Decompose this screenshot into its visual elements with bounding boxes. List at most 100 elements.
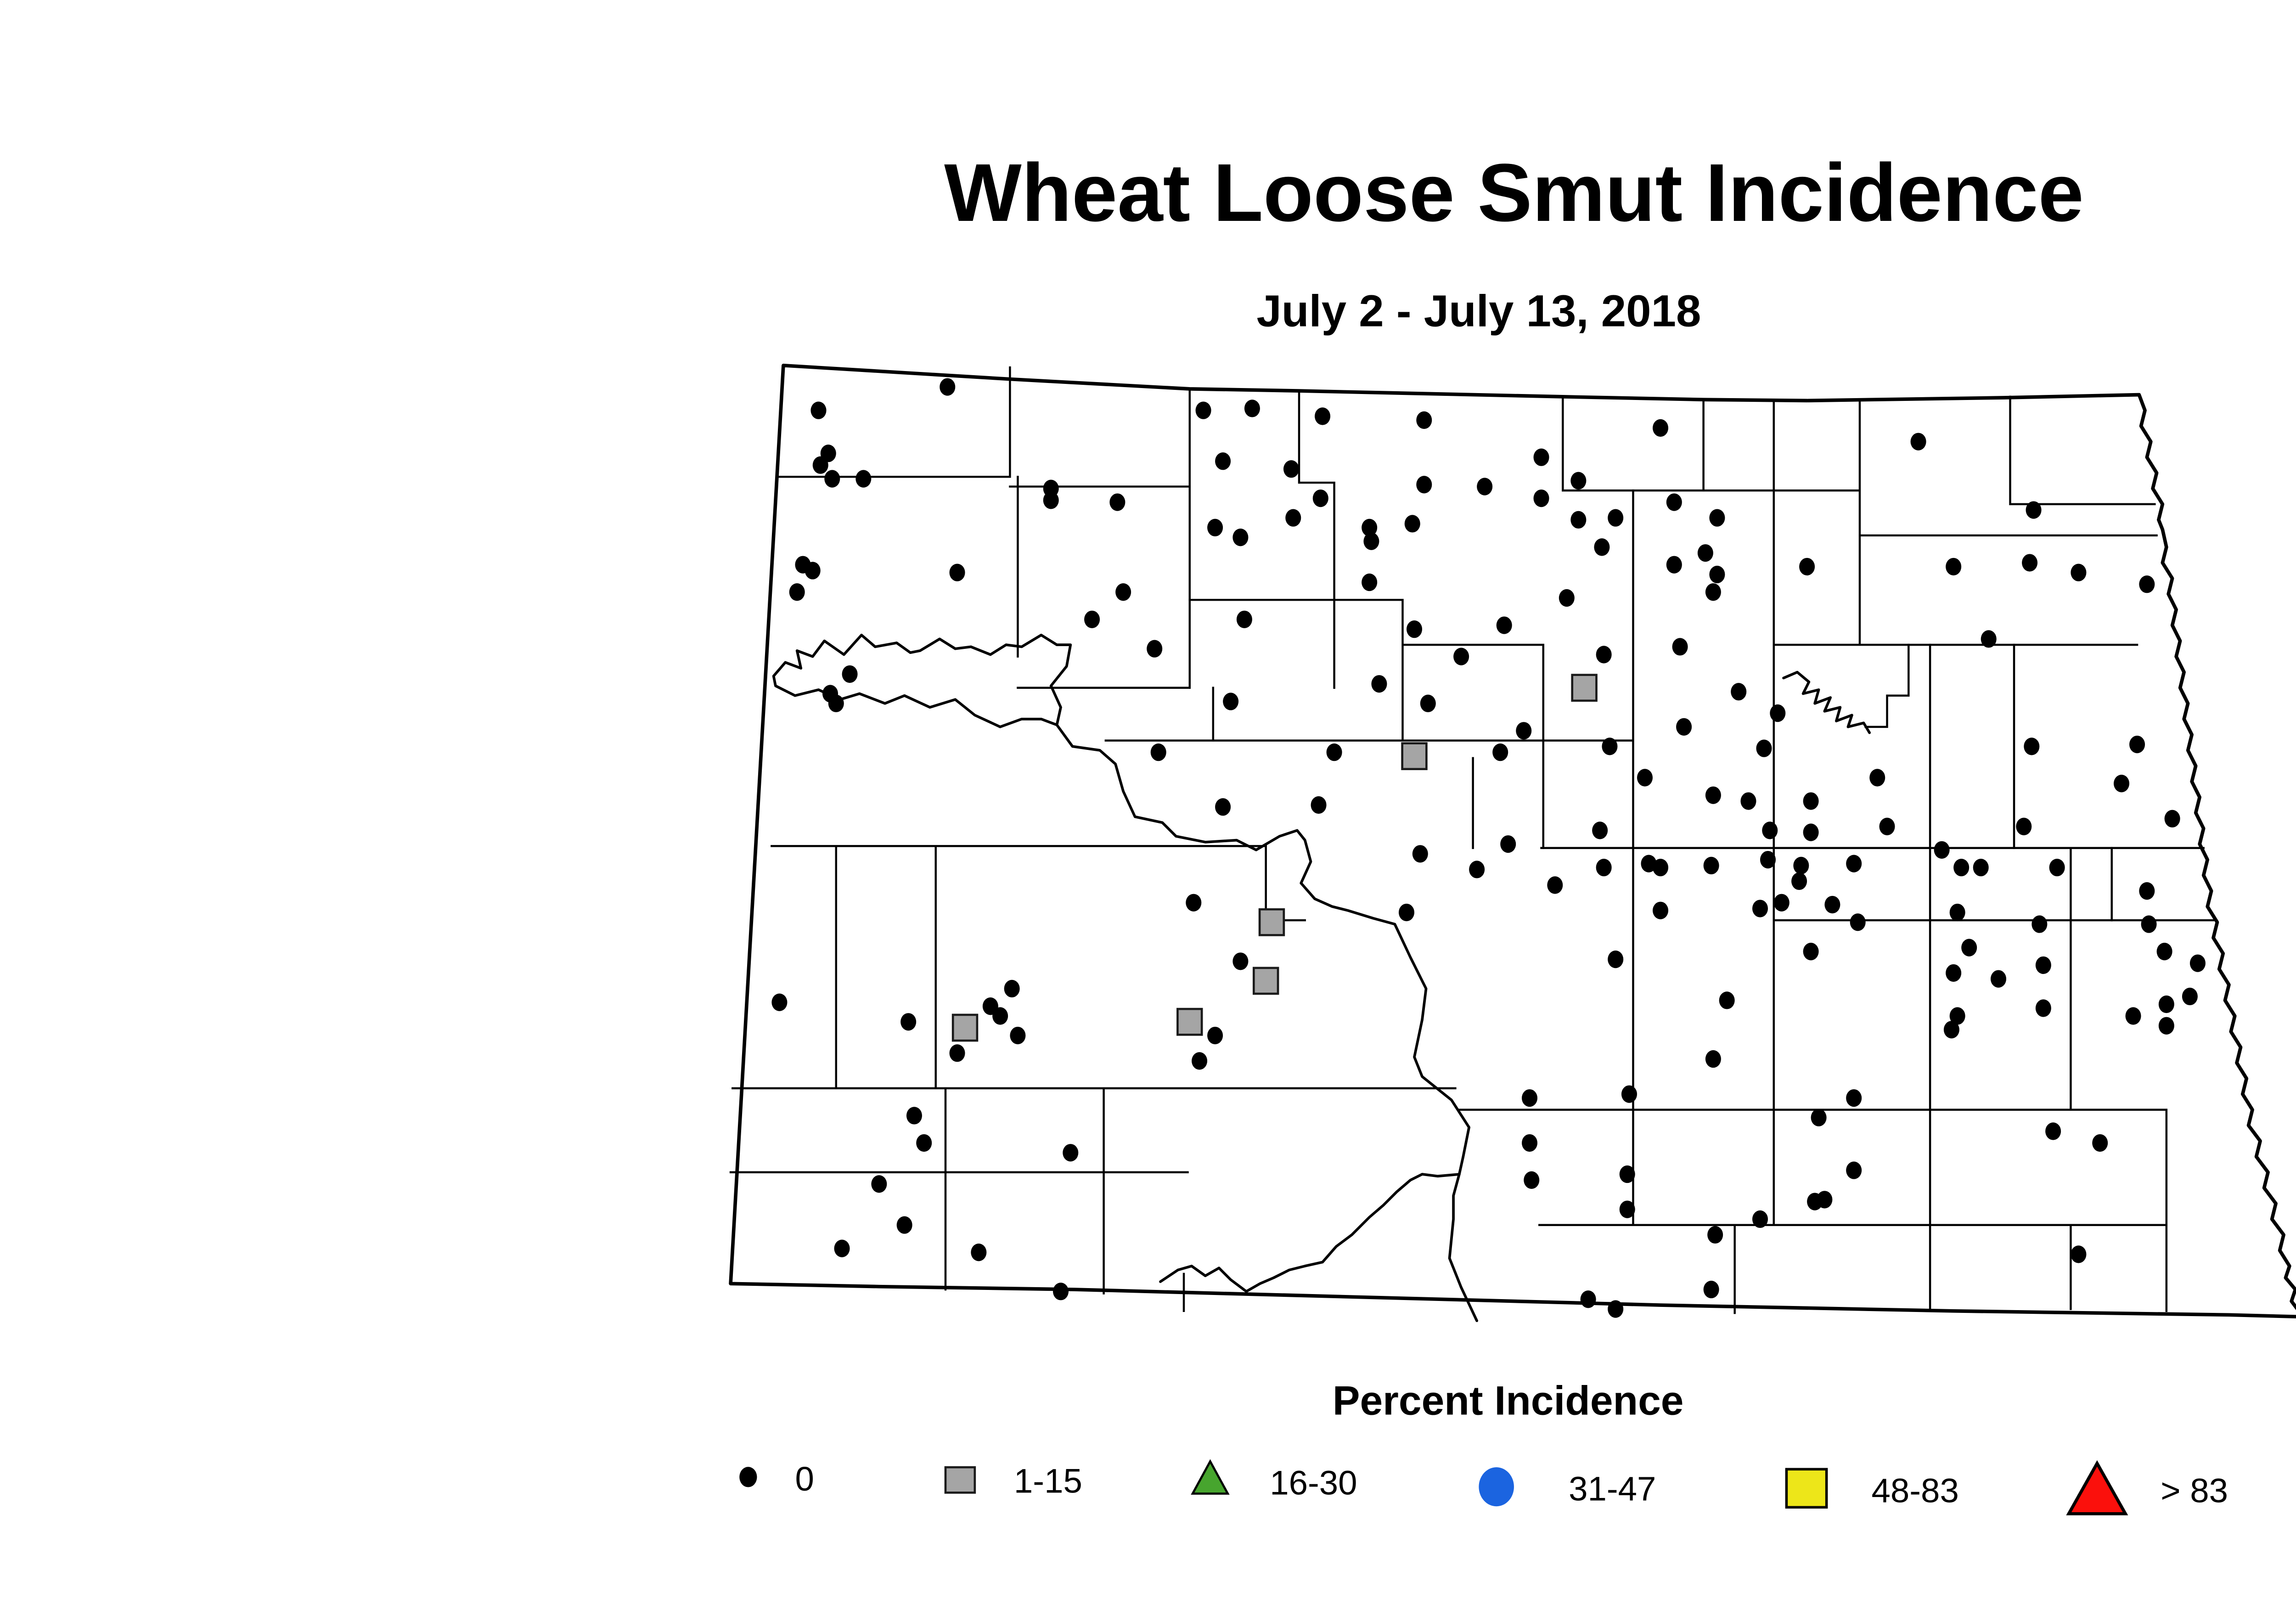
incidence-point [1707,1226,1723,1244]
incidence-point [1799,557,1815,576]
incidence-point [2129,735,2145,754]
incidence-point [2141,915,2157,933]
incidence-point [1594,538,1610,556]
incidence-point [2035,956,2051,974]
north-dakota-map [729,363,2296,1322]
incidence-point [2071,1245,2087,1263]
legend-item-5: > 83 [2066,1460,2228,1515]
incidence-point [1533,448,1549,466]
incidence-point [1719,991,1735,1009]
incidence-point [1641,855,1657,873]
incidence-point [1803,823,1819,841]
incidence-point [1362,518,1378,537]
incidence-point [1084,610,1100,628]
incidence-point [1676,718,1692,736]
incidence-point [1879,817,1895,835]
incidence-point [828,694,844,712]
incidence-point [949,1044,965,1062]
incidence-point [1703,856,1719,875]
incidence-point [951,1013,979,1042]
incidence-point [1469,861,1485,878]
incidence-point [1115,583,1131,601]
incidence-point [1602,737,1618,755]
incidence-point [1570,472,1587,490]
incidence-point [1791,872,1807,890]
incidence-point [1824,895,1840,914]
incidence-point [1596,858,1612,877]
incidence-point [1195,401,1211,419]
incidence-point [1215,452,1231,470]
county-lines [729,366,2215,1314]
incidence-point [1244,400,1260,417]
incidence-point [1592,822,1608,839]
incidence-point [2189,954,2206,972]
incidence-point [1547,876,1563,894]
incidence-point [1850,913,1866,931]
incidence-point [1762,822,1778,839]
incidence-point [1910,433,1926,450]
incidence-point [1215,798,1231,816]
incidence-point [1416,411,1432,429]
legend-item-label: 16-30 [1270,1464,1357,1502]
incidence-point [1453,647,1469,665]
incidence-point [1934,841,1950,859]
incidence-point [900,1013,917,1031]
square-icon [1785,1468,1828,1509]
incidence-point [1492,743,1508,761]
incidence-point [2049,858,2065,877]
incidence-point [1236,610,1252,628]
devils-lake [1782,670,1871,734]
incidence-point [1672,638,1688,656]
cannonball-river [1159,1173,1461,1293]
incidence-point [1533,489,1549,507]
incidence-point [1653,901,1669,919]
incidence-point [2071,563,2087,581]
incidence-point [1752,900,1768,918]
incidence-point [1943,1021,1959,1039]
incidence-point [1773,894,1790,912]
incidence-point [1846,1161,1862,1179]
dot-icon [739,1467,757,1487]
incidence-point [1580,1290,1596,1308]
incidence-point [1703,1280,1719,1299]
triangle-icon [2066,1460,2128,1515]
incidence-point [1109,493,1125,511]
incidence-point [812,456,828,474]
incidence-point [1608,509,1624,527]
incidence-point [1004,980,1020,998]
incidence-point [2139,575,2155,593]
incidence-point [1063,1144,1079,1162]
incidence-point [2035,999,2051,1017]
incidence-point [1846,855,1862,873]
circle-icon [1479,1467,1514,1507]
incidence-point [2026,501,2042,519]
incidence-point [1147,640,1163,658]
incidence-point [1398,903,1415,922]
incidence-point [1186,894,1202,912]
incidence-point [1666,556,1682,574]
incidence-point [1496,616,1512,634]
incidence-point [1010,1026,1026,1045]
incidence-point [1285,509,1301,527]
incidence-point [1846,1089,1862,1107]
missouri-river [1055,723,1479,1322]
incidence-point [1697,544,1713,562]
incidence-point [1416,476,1432,494]
incidence-point [2125,1007,2141,1025]
incidence-point [2092,1134,2108,1152]
incidence-point [1258,908,1285,936]
incidence-point [1953,858,1970,877]
incidence-point [949,563,965,581]
incidence-point [1752,1210,1768,1228]
incidence-point [2164,810,2180,828]
incidence-point [1043,491,1059,509]
incidence-point [1232,952,1249,970]
incidence-point [1803,792,1819,810]
incidence-point [896,1216,912,1234]
incidence-point [940,378,956,396]
incidence-point [1150,743,1166,761]
incidence-point [1571,674,1598,702]
incidence-point [1949,903,1965,922]
incidence-point [1412,845,1428,863]
